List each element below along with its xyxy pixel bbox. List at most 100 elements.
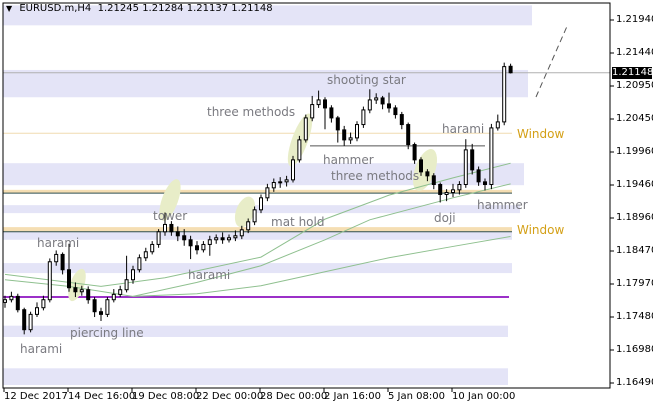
y-tick-label: 1.21440 (616, 47, 653, 58)
x-tick-label: 14 Dec 16:00 (68, 391, 136, 402)
support-resistance-zone (3, 69, 528, 98)
high-value: 1.21284 (142, 3, 184, 14)
bear-candle (399, 114, 404, 126)
x-tick-label: 22 Dec 00:00 (196, 391, 264, 402)
bull-candle (291, 159, 295, 181)
bear-candle (380, 97, 385, 105)
bear-candle (393, 107, 398, 116)
bull-candle (47, 261, 52, 301)
y-tick-label: 1.16980 (616, 344, 653, 355)
projection-line (535, 23, 569, 98)
bull-candle (201, 243, 206, 251)
bull-candle (54, 253, 59, 263)
pattern-label: harami (188, 268, 231, 282)
bull-candle (355, 124, 359, 139)
current-price-tag: 1.21148 (612, 67, 653, 79)
pattern-highlight (68, 268, 86, 302)
y-tick-label: 1.20450 (616, 113, 653, 124)
plot-frame (2, 2, 611, 389)
bear-candle (73, 287, 78, 293)
bull-candle (502, 66, 507, 123)
bear-candle (67, 269, 71, 289)
moving-average-line (4, 183, 511, 297)
y-tick-label: 1.19460 (616, 179, 653, 190)
y-tick-label: 1.21940 (616, 14, 653, 25)
bull-candle (259, 197, 263, 211)
window-label: Window (517, 223, 565, 237)
support-resistance-zone (3, 368, 508, 385)
bull-candle (41, 299, 46, 309)
bull-candle (361, 109, 366, 126)
bull-candle (310, 104, 315, 119)
bull-candle (156, 231, 161, 245)
bull-candle (28, 313, 33, 331)
x-tick-label: 28 Dec 00:00 (260, 391, 328, 402)
pattern-label: mat hold (271, 215, 325, 229)
bull-candle (271, 182, 276, 189)
bull-candle (252, 209, 257, 223)
bear-candle (476, 169, 481, 183)
bull-candle (463, 149, 468, 186)
symbol-label: EURUSD.m,H4 (19, 3, 92, 14)
window-label: Window (517, 127, 565, 141)
bear-candle (406, 124, 411, 146)
pattern-label: doji (434, 211, 456, 225)
bull-candle (227, 237, 231, 241)
bull-candle (124, 279, 129, 291)
close-value: 1.21148 (231, 3, 273, 14)
x-tick-label: 5 Jan 08:00 (388, 391, 445, 402)
pattern-label: three methods (207, 105, 296, 119)
bear-candle (175, 231, 180, 237)
bull-candle (265, 187, 270, 199)
bear-candle (508, 65, 513, 74)
bear-candle (182, 235, 187, 241)
x-tick-label: 12 Dec 2017 (4, 391, 68, 402)
bull-candle (131, 269, 135, 281)
pattern-label: hammer (477, 198, 528, 212)
dropdown-triangle-icon[interactable]: ▼ (6, 4, 13, 13)
bear-candle (335, 117, 340, 131)
bull-candle (374, 97, 379, 101)
bear-candle (425, 171, 430, 177)
bear-candle (169, 223, 174, 233)
bull-candle (9, 295, 14, 301)
pattern-label: three methods (331, 169, 420, 183)
bull-candle (233, 235, 238, 239)
bear-candle (22, 309, 27, 331)
bear-candle (342, 129, 347, 141)
bull-candle (79, 289, 84, 293)
window-zone (3, 227, 512, 232)
bear-candle (431, 175, 436, 186)
y-tick-label: 1.19960 (616, 146, 653, 157)
bear-candle (92, 299, 97, 313)
support-resistance-zone (3, 231, 512, 240)
bull-candle (278, 181, 283, 184)
bull-candle (150, 243, 155, 253)
bull-candle (246, 221, 251, 231)
support-resistance-zone (3, 163, 524, 186)
bear-candle (195, 245, 199, 251)
open-value: 1.21245 (97, 3, 139, 14)
bull-candle (163, 223, 167, 233)
bear-candle (483, 181, 487, 186)
x-tick-label: 2 Jan 16:00 (324, 391, 381, 402)
bull-candle (495, 121, 500, 129)
pattern-label: harami (37, 236, 80, 250)
bull-candle (111, 293, 116, 301)
y-tick-label: 1.18470 (616, 245, 653, 256)
bear-candle (86, 289, 91, 301)
bull-candle (348, 137, 353, 141)
bear-candle (15, 295, 20, 311)
pattern-highlight (412, 149, 438, 191)
bull-candle (444, 191, 449, 195)
bear-candle (329, 107, 334, 119)
bull-candle (3, 299, 7, 303)
moving-average-line (132, 235, 511, 297)
pattern-label: tower (153, 209, 188, 223)
y-tick-label: 1.20950 (616, 80, 653, 91)
bull-candle (118, 289, 123, 295)
bear-candle (470, 149, 475, 171)
support-resistance-zone (3, 5, 532, 26)
